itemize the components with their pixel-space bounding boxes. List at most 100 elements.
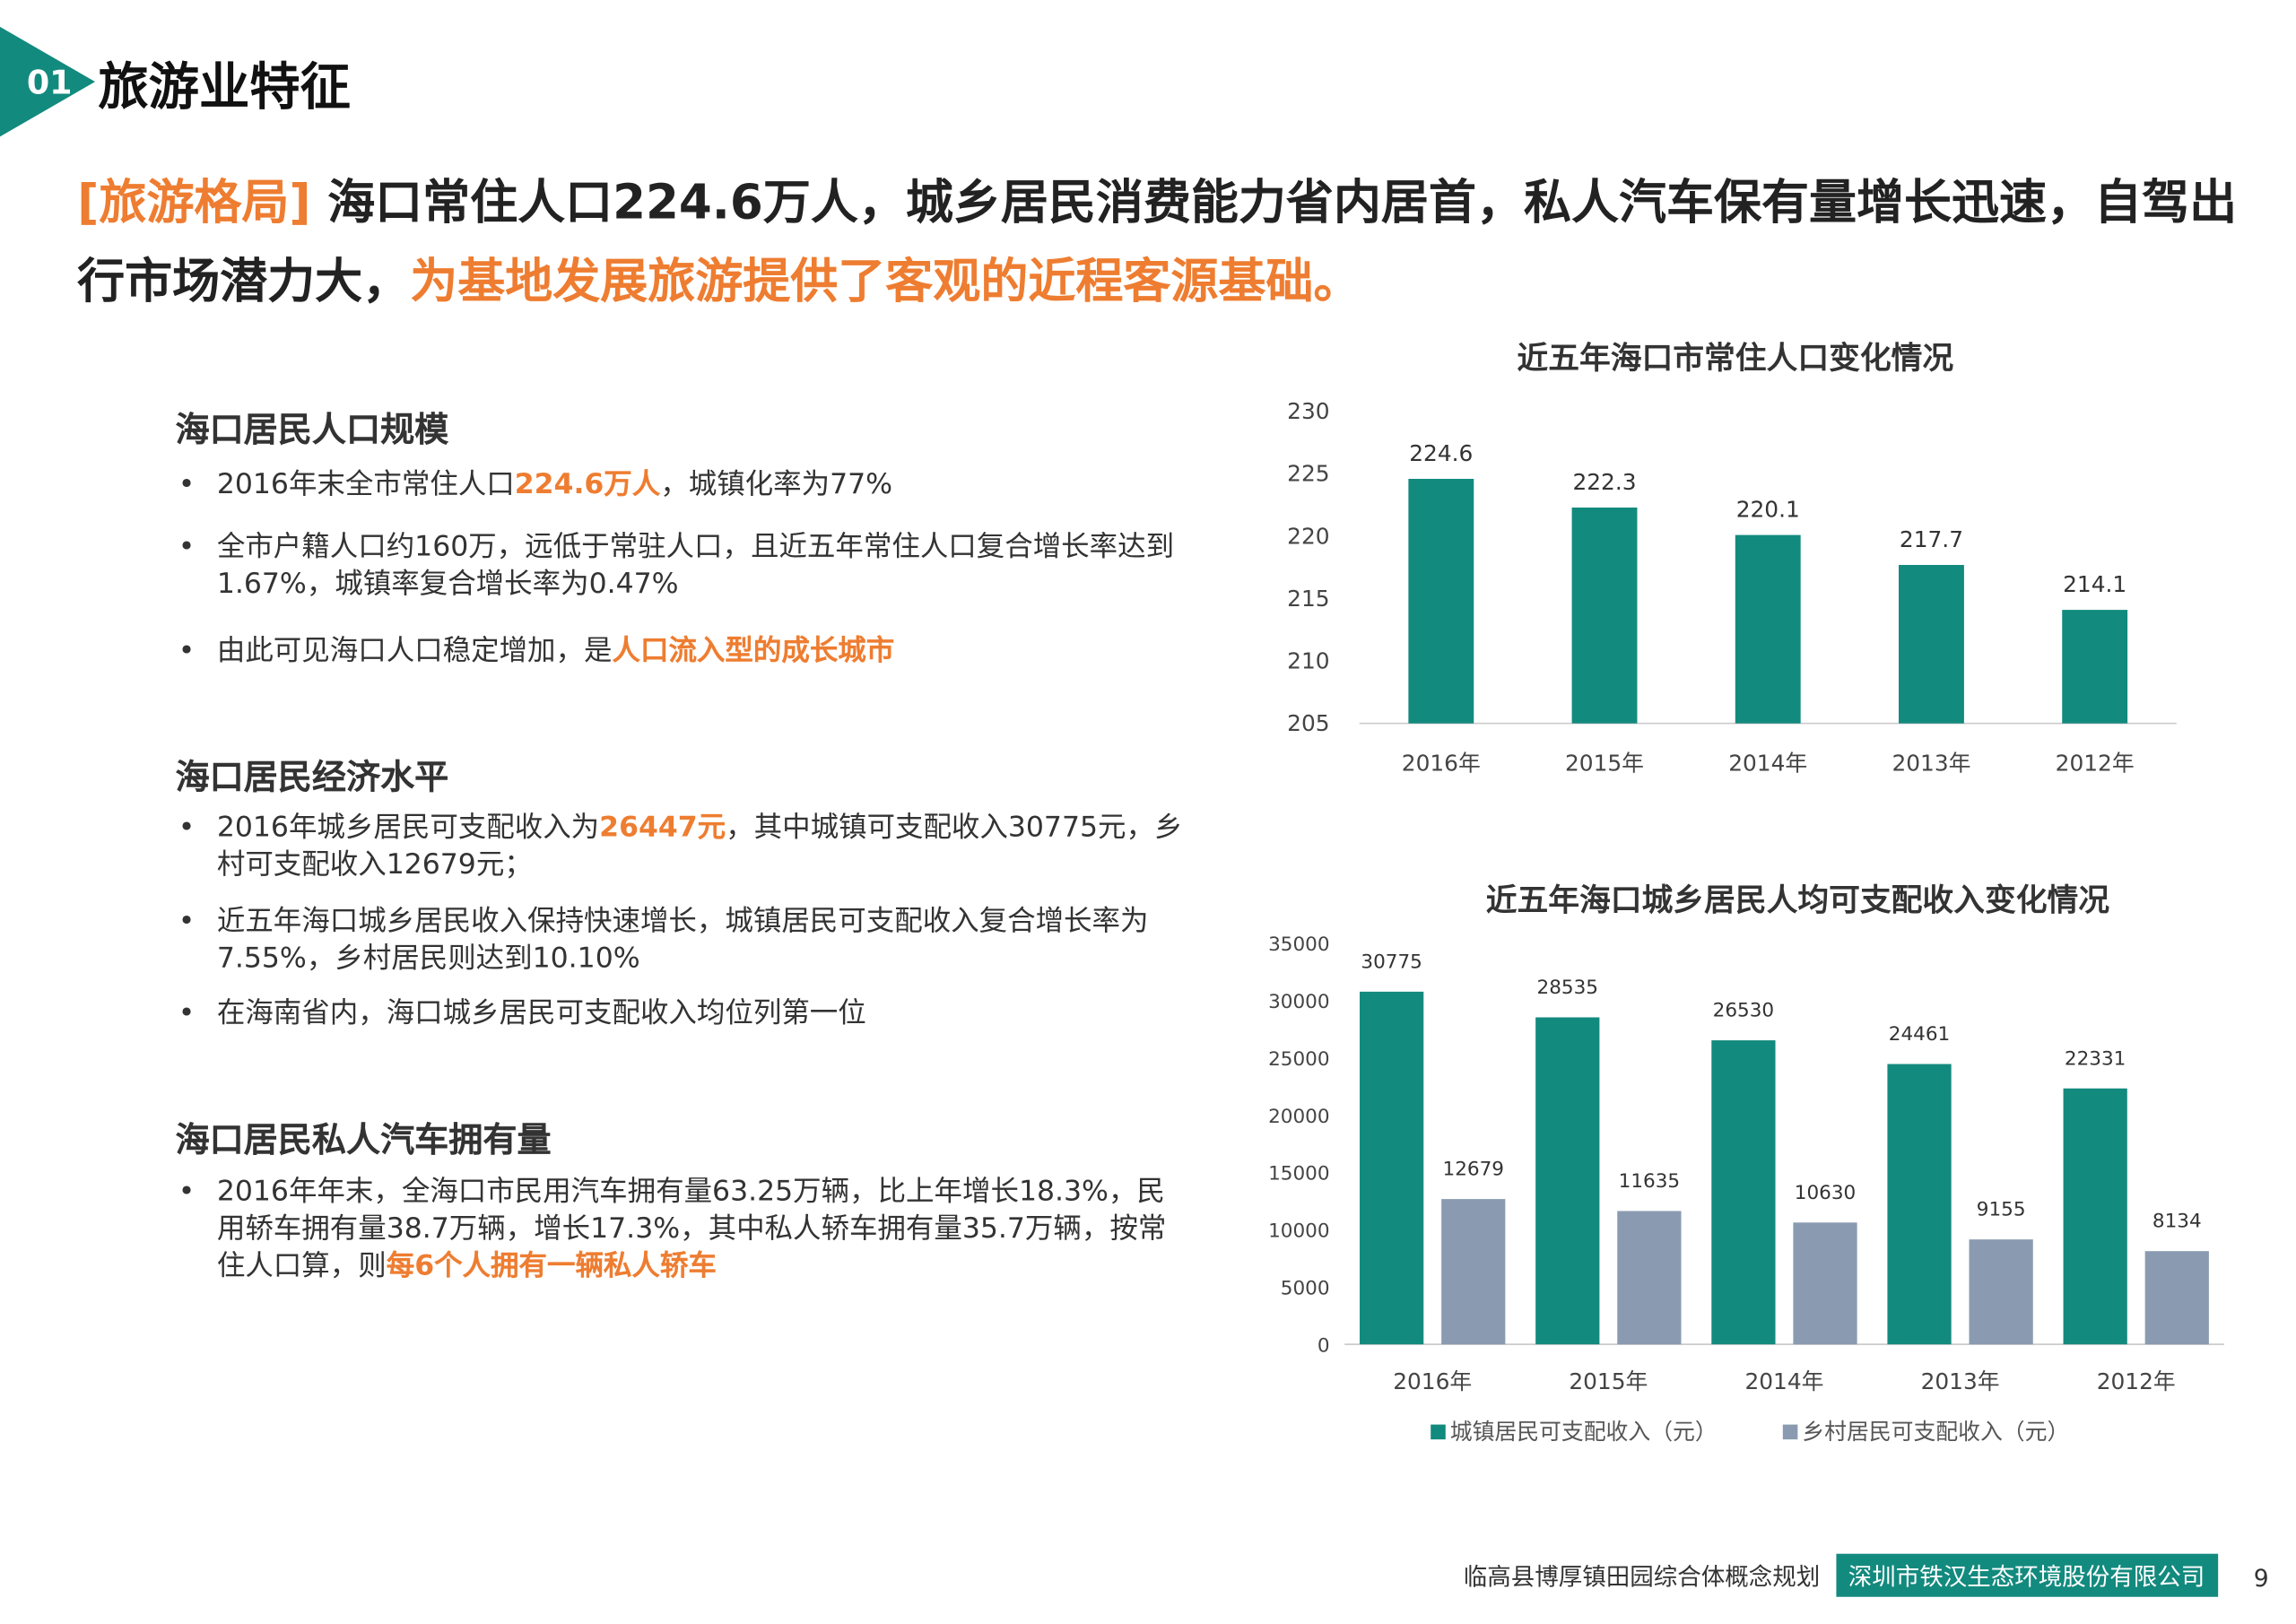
data-label: 12679 <box>1443 1159 1504 1181</box>
data-label: 222.3 <box>1572 469 1636 495</box>
data-label: 22331 <box>2065 1047 2126 1070</box>
y-tick-label: 205 <box>1287 710 1329 736</box>
legend-label: 乡村居民可支配收入（元） <box>1802 1419 2069 1445</box>
data-label: 214.1 <box>2063 571 2126 597</box>
y-tick-label: 0 <box>1318 1334 1330 1357</box>
bar <box>1887 1064 1952 1345</box>
y-tick-label: 210 <box>1287 647 1329 673</box>
bar <box>1408 478 1474 724</box>
legend-swatch <box>1431 1424 1446 1440</box>
bar <box>1535 1017 1600 1345</box>
x-tick-label: 2014年 <box>1744 1368 1823 1394</box>
bullet: • 2016年年末，全海口市民用汽车拥有量63.25万辆，比上年增长18.3%，民… <box>178 1174 1188 1285</box>
legend-label: 城镇居民可支配收入（元） <box>1450 1419 1718 1445</box>
bar <box>2062 610 2128 724</box>
chart-title: 近五年海口城乡居民人均可支配收入变化情况 <box>1486 882 2110 918</box>
bullet-dot: • <box>178 904 196 938</box>
bullet-run: 2016年年末，全海口市民用汽车拥有量63.25万辆，比上年增长18.3%，民用… <box>216 1175 1167 1282</box>
bullet-run: 由此可见海口人口稳定增加，是 <box>216 634 613 667</box>
x-tick-label: 2013年 <box>1921 1368 2000 1394</box>
section-heading: 海口居民私人汽车拥有量 <box>175 1121 552 1160</box>
bullet: • 近五年海口城乡居民收入保持快速增长，城镇居民可支配收入复合增长率为7.55%，… <box>178 903 1188 977</box>
bullet-run: ，城镇化率为77% <box>660 467 893 501</box>
bar <box>1735 534 1801 724</box>
bullet: • 在海南省内，海口城乡居民可支配收入均位列第一位 <box>178 995 1188 1032</box>
bullet: • 2016年末全市常住人口224.6万人，城镇化率为77% <box>178 466 1188 503</box>
bullet-run: 2016年末全市常住人口 <box>216 467 515 501</box>
y-tick-label: 25000 <box>1268 1048 1329 1071</box>
x-tick-label: 2013年 <box>1892 751 1970 777</box>
y-tick-label: 230 <box>1287 398 1329 424</box>
headline-run: 海口常住人口224.6万人，城乡居民消费能力省内居首，私人汽车保有量增长迅速，自… <box>77 173 2238 309</box>
headline-run: 为基地发展旅游提供了客观的近程客源基础。 <box>410 252 1361 309</box>
data-label: 26530 <box>1713 1000 1774 1022</box>
bar <box>2144 1251 2209 1345</box>
y-tick-label: 20000 <box>1268 1106 1329 1128</box>
bar <box>1711 1040 1776 1345</box>
x-tick-label: 2015年 <box>1565 751 1644 777</box>
legend-swatch <box>1782 1424 1798 1440</box>
y-tick-label: 225 <box>1287 461 1329 487</box>
header-title: 旅游业特征 <box>98 58 351 117</box>
bar <box>1899 565 1964 724</box>
bullet-run: 全市户籍人口约160万，远低于常驻人口，且近五年常住人口复合增长率达到1.67%… <box>216 530 1175 601</box>
data-label: 8134 <box>2152 1211 2202 1233</box>
bullet-run: 2016年城乡居民可支配收入为 <box>216 811 600 844</box>
bullet: • 由此可见海口人口稳定增加，是人口流入型的成长城市 <box>178 633 1188 670</box>
header-badge <box>0 26 96 137</box>
y-tick-label: 215 <box>1287 586 1329 612</box>
page-number: 9 <box>2254 1565 2269 1593</box>
data-label: 10630 <box>1795 1182 1856 1204</box>
bullet-run: 224.6万人 <box>514 467 661 501</box>
x-tick-label: 2016年 <box>1402 751 1481 777</box>
y-tick-label: 35000 <box>1268 934 1329 956</box>
y-tick-label: 30000 <box>1268 991 1329 1013</box>
bar <box>1969 1239 2033 1345</box>
bullet-run: 在海南省内，海口城乡居民可支配收入均位列第一位 <box>216 996 866 1029</box>
data-label: 28535 <box>1537 977 1598 999</box>
bar <box>1571 507 1638 724</box>
data-label: 24461 <box>1889 1023 1950 1046</box>
chart-title: 近五年海口市常住人口变化情况 <box>1517 341 1953 377</box>
data-label: 9155 <box>1977 1199 2026 1221</box>
bar <box>1617 1211 1682 1345</box>
bullet-run: 26447元 <box>599 811 726 844</box>
data-label: 224.6 <box>1409 440 1473 466</box>
section-heading: 海口居民人口规模 <box>175 411 449 450</box>
bullet-dot: • <box>178 467 196 501</box>
footer-company: 深圳市铁汉生态环境股份有限公司 <box>1848 1563 2205 1591</box>
bullet-dot: • <box>178 530 196 563</box>
y-tick-label: 5000 <box>1281 1278 1330 1300</box>
x-tick-label: 2014年 <box>1728 751 1807 777</box>
y-tick-label: 10000 <box>1268 1220 1329 1243</box>
bullet-run: ，其中城镇可支配收入30775元，乡村可支配收入12679元； <box>216 811 1183 881</box>
bullet: • 2016年城乡居民可支配收入为26447元，其中城镇可支配收入30775元，乡… <box>178 810 1188 884</box>
footer-badge <box>1836 1553 2219 1597</box>
bar <box>1441 1199 1506 1345</box>
bullet-run: 人口流入型的成长城市 <box>612 634 895 667</box>
bullet-dot: • <box>178 996 196 1029</box>
bullet-dot: • <box>178 1175 196 1208</box>
headline-run: [旅游格局] <box>77 173 311 230</box>
bullet-run: 近五年海口城乡居民收入保持快速增长，城镇居民可支配收入复合增长率为7.55%，乡… <box>216 904 1149 975</box>
data-label: 11635 <box>1619 1170 1680 1193</box>
bullet-dot: • <box>178 634 196 667</box>
data-label: 30775 <box>1361 951 1422 973</box>
bar <box>2063 1088 2127 1345</box>
data-label: 220.1 <box>1736 497 1800 523</box>
y-tick-label: 15000 <box>1268 1163 1329 1185</box>
x-tick-label: 2015年 <box>1569 1368 1648 1394</box>
header-number: 01 <box>27 63 73 101</box>
bullet-run: 每6个人拥有一辆私人轿车 <box>386 1249 717 1282</box>
bullet-dot: • <box>178 811 196 844</box>
x-tick-label: 2016年 <box>1393 1368 1472 1394</box>
headline: [旅游格局] 海口常住人口224.6万人，城乡居民消费能力省内居首，私人汽车保有… <box>77 163 2246 321</box>
x-tick-label: 2012年 <box>2097 1368 2176 1394</box>
x-tick-label: 2012年 <box>2056 751 2135 777</box>
y-tick-label: 220 <box>1287 523 1329 549</box>
footer-project: 临高县博厚镇田园综合体概念规划 <box>1464 1563 1821 1591</box>
bar <box>1360 991 1424 1345</box>
bar <box>1793 1222 1857 1345</box>
